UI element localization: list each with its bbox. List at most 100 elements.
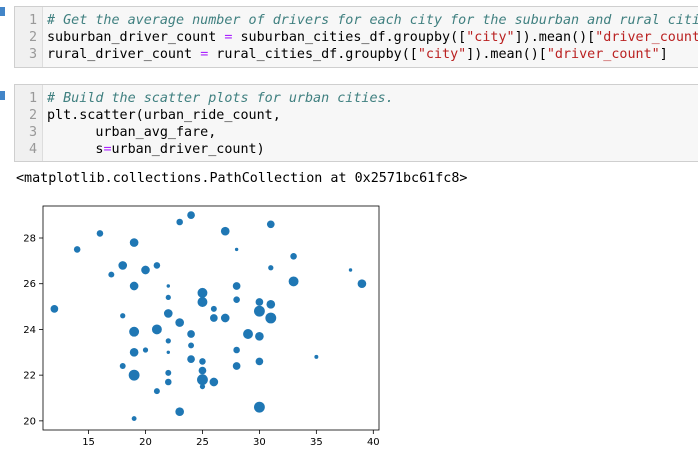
scatter-point xyxy=(175,407,184,417)
scatter-point xyxy=(232,362,241,370)
scatter-point xyxy=(73,246,81,253)
scatter-point xyxy=(253,401,265,413)
code-text: s=urban_driver_count) xyxy=(47,141,265,158)
scatter-point xyxy=(348,268,353,272)
scatter-point xyxy=(163,309,173,318)
scatter-point xyxy=(266,299,276,309)
x-tick-label: 20 xyxy=(139,437,152,448)
scatter-point xyxy=(129,347,139,357)
scatter-point xyxy=(128,369,140,381)
code-token: ]).mean()[ xyxy=(514,30,596,45)
x-tick-label: 40 xyxy=(367,437,380,448)
code-token: "driver_count" xyxy=(546,47,660,62)
scatter-point xyxy=(265,312,277,324)
code-token: # Build the scatter plots for urban citi… xyxy=(47,91,394,106)
y-tick-label: 26 xyxy=(23,279,36,290)
code-text: rural_driver_count = rural_cities_df.gro… xyxy=(47,46,668,63)
scatter-point xyxy=(108,271,115,278)
scatter-point xyxy=(166,284,171,288)
code-token: = xyxy=(224,30,233,45)
code-token: rural_cities_df.groupby([ xyxy=(208,47,418,62)
scatter-point xyxy=(175,318,184,327)
code-token: "city" xyxy=(466,30,515,45)
scatter-point xyxy=(199,358,206,365)
scatter-point xyxy=(165,338,171,344)
code-token: "driver_count" xyxy=(595,30,698,45)
scatter-point xyxy=(50,305,59,313)
code-token: urban_driver_count) xyxy=(111,142,265,157)
scatter-point xyxy=(220,313,230,323)
scatter-point xyxy=(187,330,195,338)
x-tick-label: 35 xyxy=(310,437,323,448)
code-cell-2[interactable]: 1 # Build the scatter plots for urban cit… xyxy=(14,84,698,162)
scatter-point xyxy=(187,355,195,363)
scatter-point xyxy=(233,296,240,303)
scatter-point xyxy=(209,377,219,387)
scatter-point xyxy=(129,326,140,337)
y-tick-label: 28 xyxy=(23,234,36,245)
scatter-point xyxy=(153,388,160,395)
scatter-point xyxy=(129,238,139,247)
scatter-point xyxy=(151,324,162,335)
scatter-point xyxy=(197,287,208,298)
scatter-point xyxy=(198,366,207,375)
scatter-point xyxy=(233,346,240,354)
scatter-point xyxy=(120,313,126,319)
x-tick-label: 25 xyxy=(196,437,209,448)
scatter-point xyxy=(253,305,265,317)
line-number: 2 xyxy=(28,108,37,123)
scatter-point xyxy=(220,226,230,236)
y-tick-label: 24 xyxy=(23,325,36,336)
scatter-point xyxy=(119,363,126,369)
scatter-plot: 15 20 25 30 35 40 20 22 24 26 28 xyxy=(23,205,380,448)
scatter-point xyxy=(142,347,149,353)
scatter-point xyxy=(165,369,172,376)
code-token: rural_driver_count xyxy=(47,47,201,62)
code-token: # Get the average number of drivers for … xyxy=(47,13,698,28)
scatter-point xyxy=(268,265,274,271)
code-cell-1[interactable]: 1 # Get the average number of drivers for… xyxy=(14,6,698,68)
scatter-point xyxy=(118,261,128,270)
scatter-point xyxy=(243,329,253,339)
line-number: 3 xyxy=(28,125,37,140)
scatter-point xyxy=(131,416,137,421)
cell-selection-bar xyxy=(0,91,5,100)
scatter-point xyxy=(176,218,183,226)
code-text: urban_avg_fare, xyxy=(47,124,216,141)
scatter-point xyxy=(210,314,218,322)
x-tick-label: 30 xyxy=(253,437,266,448)
scatter-point xyxy=(255,331,264,341)
scatter-point xyxy=(187,211,195,219)
scatter-point xyxy=(141,265,150,275)
scatter-point xyxy=(210,305,217,312)
cell-output-text: <matplotlib.collections.PathCollection a… xyxy=(16,171,468,186)
code-token: "city" xyxy=(417,47,467,62)
line-number: 4 xyxy=(28,142,37,157)
line-number: 2 xyxy=(28,30,37,45)
cell-selection-bar xyxy=(0,7,5,16)
code-text: # Build the scatter plots for urban citi… xyxy=(47,90,394,107)
scatter-point xyxy=(255,357,264,366)
scatter-point xyxy=(197,374,208,386)
scatter-point xyxy=(266,220,275,229)
scatter-point xyxy=(314,354,319,359)
scatter-point xyxy=(197,297,208,307)
scatter-point xyxy=(288,276,299,287)
line-number: 1 xyxy=(28,91,37,106)
scatter-point xyxy=(234,247,239,252)
y-tick-label: 20 xyxy=(23,416,36,427)
scatter-point xyxy=(357,279,367,289)
code-token: plt.scatter(urban_ride_count, xyxy=(47,108,281,123)
code-token: ] xyxy=(659,47,668,62)
line-number-gutter xyxy=(15,7,43,67)
scatter-point xyxy=(165,378,172,386)
scatter-point xyxy=(290,253,297,260)
line-number: 1 xyxy=(28,13,37,28)
code-text: # Get the average number of drivers for … xyxy=(47,12,698,29)
scatter-point xyxy=(232,282,241,290)
code-token: s xyxy=(47,142,104,157)
scatter-point xyxy=(96,230,104,237)
line-number-gutter xyxy=(15,85,43,161)
code-token: = xyxy=(103,142,112,157)
scatter-point xyxy=(153,262,161,269)
